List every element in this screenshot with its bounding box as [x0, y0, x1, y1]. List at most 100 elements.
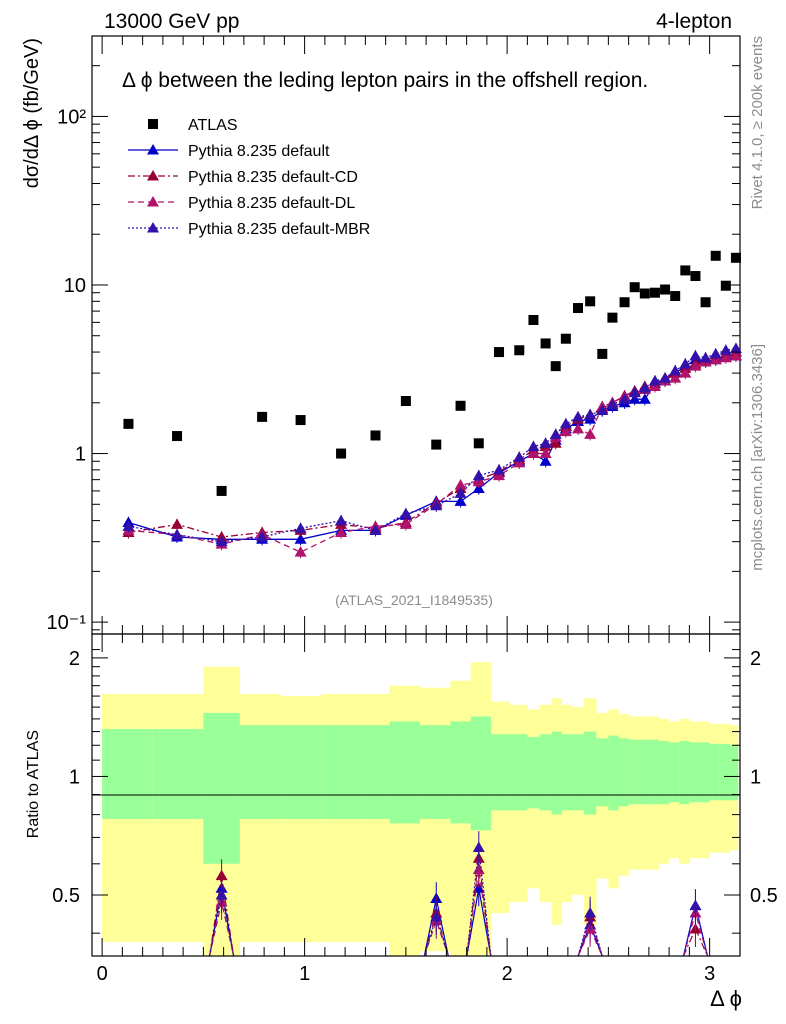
atlas-data-point: [473, 438, 484, 449]
ratio-inner-band: [608, 735, 619, 811]
series-point: [729, 342, 742, 353]
series-point: [171, 528, 184, 540]
series-point: [679, 367, 692, 378]
ratio-inner-band: [470, 716, 492, 831]
legend: ATLAS Pythia 8.235 default Pythia 8.235 de…: [128, 117, 370, 238]
series-point: [294, 546, 307, 557]
ratio-tick-label-left: 0.5: [52, 885, 80, 907]
ratio-inner-band: [320, 725, 362, 819]
process-label: 4-lepton: [656, 10, 732, 33]
ratio-inner-band: [539, 734, 552, 811]
ratio-tick-label-left: 2: [69, 648, 80, 670]
ratio-inner-band: [584, 731, 597, 815]
series-point: [539, 437, 552, 448]
series-point: [679, 357, 692, 369]
analysis-label: (ATLAS_2021_I1849535): [335, 592, 493, 608]
atlas-data-point: [550, 361, 561, 372]
atlas-data-point: [670, 291, 681, 302]
ratio-inner-band: [361, 725, 390, 819]
x-tick-label: 3: [704, 963, 715, 985]
atlas-data-point: [431, 439, 442, 450]
series-point: [215, 535, 228, 547]
series-point: [572, 422, 584, 434]
ratio-inner-band: [152, 728, 204, 819]
plot-title: Δ ϕ between the leding lepton pairs in t…: [122, 69, 648, 92]
series-point: [294, 533, 307, 544]
atlas-data-point: [295, 415, 306, 426]
atlas-data-point: [216, 485, 227, 496]
ratio-series-point: [689, 899, 702, 911]
series-point: [335, 514, 348, 526]
legend-label: ATLAS: [188, 117, 238, 134]
series-point: [669, 372, 682, 383]
energy-label: 13000 GeV pp: [104, 10, 239, 33]
series-point: [729, 349, 742, 361]
ratio-series-point: [584, 907, 597, 918]
y-tick-label: 10: [64, 275, 86, 297]
atlas-data-point: [690, 271, 701, 282]
legend-marker: [148, 119, 158, 129]
legend-label: Pythia 8.235 default-CD: [188, 169, 358, 186]
ratio-series-point: [472, 841, 485, 853]
series-point: [454, 487, 467, 498]
ratio-tick-label-right: 2: [750, 648, 761, 670]
ratio-plot-frame: [91, 633, 741, 957]
ratio-inner-band: [280, 725, 322, 819]
x-tick-label: 1: [299, 963, 310, 985]
ratio-series-line: [466, 869, 492, 957]
series-point: [472, 469, 485, 481]
ratio-inner-band: [420, 725, 451, 819]
ratio-inner-band: [203, 712, 241, 864]
series-point: [596, 404, 609, 416]
series-point: [648, 374, 661, 386]
series-point: [122, 520, 135, 531]
series-point: [335, 526, 348, 538]
ratio-inner-band: [618, 738, 629, 807]
ratio-inner-band: [659, 741, 670, 805]
ratio-inner-band: [596, 738, 609, 807]
series-point: [369, 524, 382, 535]
ratio-inner-band: [648, 739, 660, 805]
ratio-inner-band: [450, 721, 471, 824]
legend-marker: [147, 222, 159, 233]
atlas-data-point: [629, 282, 640, 293]
legend-marker: [147, 170, 159, 181]
series-point: [513, 451, 526, 462]
x-tick-label: 2: [502, 963, 513, 985]
legend-label: Pythia 8.235 default: [188, 143, 330, 160]
series-point: [606, 398, 619, 410]
series-point: [709, 347, 722, 359]
atlas-data-point: [585, 296, 596, 307]
atlas-data-point: [597, 348, 608, 359]
ratio-inner-band: [729, 745, 739, 801]
series-point: [719, 351, 732, 363]
ratio-inner-band: [239, 725, 281, 819]
series-point: [689, 349, 702, 361]
atlas-data-point: [400, 395, 411, 406]
series-point: [399, 507, 412, 519]
legend-label: Pythia 8.235 default-DL: [188, 195, 355, 212]
series-point: [584, 428, 597, 439]
y-axis-label-ratio: Ratio to ATLAS: [25, 730, 42, 838]
series-point: [539, 455, 552, 466]
y-axis-label-main: dσ/dΔ ϕ (fb/GeV): [21, 38, 43, 188]
ratio-inner-band: [699, 742, 710, 803]
atlas-data-point: [619, 297, 630, 308]
atlas-data-point: [172, 431, 183, 442]
y-tick-label: 1: [75, 444, 86, 466]
series-point: [527, 440, 540, 452]
series-point: [493, 463, 506, 475]
series-point: [256, 530, 269, 542]
series-point: [527, 447, 540, 459]
ratio-inner-band: [561, 734, 573, 811]
ratio-inner-band: [102, 728, 154, 819]
ratio-inner-band: [551, 731, 563, 815]
series-point: [572, 410, 584, 422]
y-tick-label: 10²: [57, 106, 86, 128]
series-point: [638, 393, 651, 404]
legend-marker: [147, 196, 159, 207]
series-point: [454, 495, 467, 506]
ratio-inner-band: [490, 734, 510, 811]
atlas-data-point: [639, 288, 650, 299]
atlas-data-point: [700, 297, 711, 308]
